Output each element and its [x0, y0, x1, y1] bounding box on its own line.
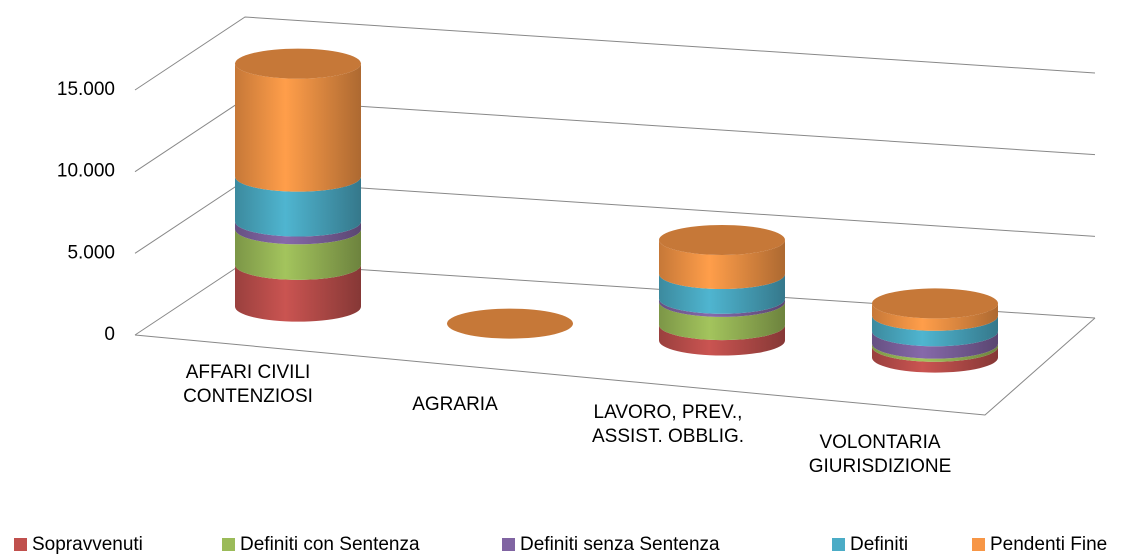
cylinder-segment [659, 298, 785, 317]
cylinder-segment [872, 331, 998, 359]
legend-label: Pendenti Fine [990, 534, 1107, 555]
y-tick-label: 0 [104, 324, 115, 345]
cylinder-segment [659, 301, 785, 341]
cylinder-segment [872, 346, 998, 373]
cylinder-segment [659, 274, 785, 314]
legend-swatch [222, 538, 235, 551]
legend-label: Definiti senza Sentenza [520, 534, 720, 555]
cylinder-segment [872, 315, 998, 347]
legend-swatch [972, 538, 985, 551]
cylinder-segment [872, 303, 998, 331]
cylinder-segment [659, 325, 785, 356]
legend-swatch [502, 538, 515, 551]
cylinder-top [659, 224, 785, 255]
cylinder-top [235, 48, 361, 79]
cylinder-segment [659, 239, 785, 290]
y-tick-label: 10.000 [57, 161, 115, 182]
cylinder-segment [235, 63, 361, 192]
y-tick-label: 15.000 [57, 79, 115, 100]
x-tick-label: LAVORO, PREV., ASSIST. OBBLIG. [592, 402, 744, 447]
legend-label: Sopravvenuti [32, 534, 143, 555]
x-tick-label: AFFARI CIVILI CONTENZIOSI [183, 362, 313, 407]
cylinder-top [447, 308, 573, 339]
grid-line [134, 16, 1096, 91]
legend-label: Definiti con Sentenza [240, 534, 420, 555]
cylinder-segment [235, 176, 361, 237]
x-tick-label: VOLONTARIA GIURISDIZIONE [809, 432, 952, 477]
cylinder-segment [235, 229, 361, 280]
cylinder-segment [235, 264, 361, 322]
legend-label: Definiti [850, 534, 908, 555]
y-tick-label: 5.000 [67, 242, 115, 263]
legend-swatch [832, 538, 845, 551]
cylinder-segment [872, 343, 998, 362]
legend-swatch [14, 538, 27, 551]
floor-edge [134, 317, 1096, 416]
x-tick-label: AGRARIA [412, 394, 498, 415]
cylinder-top [872, 288, 998, 319]
cylinder-segment [235, 221, 361, 245]
